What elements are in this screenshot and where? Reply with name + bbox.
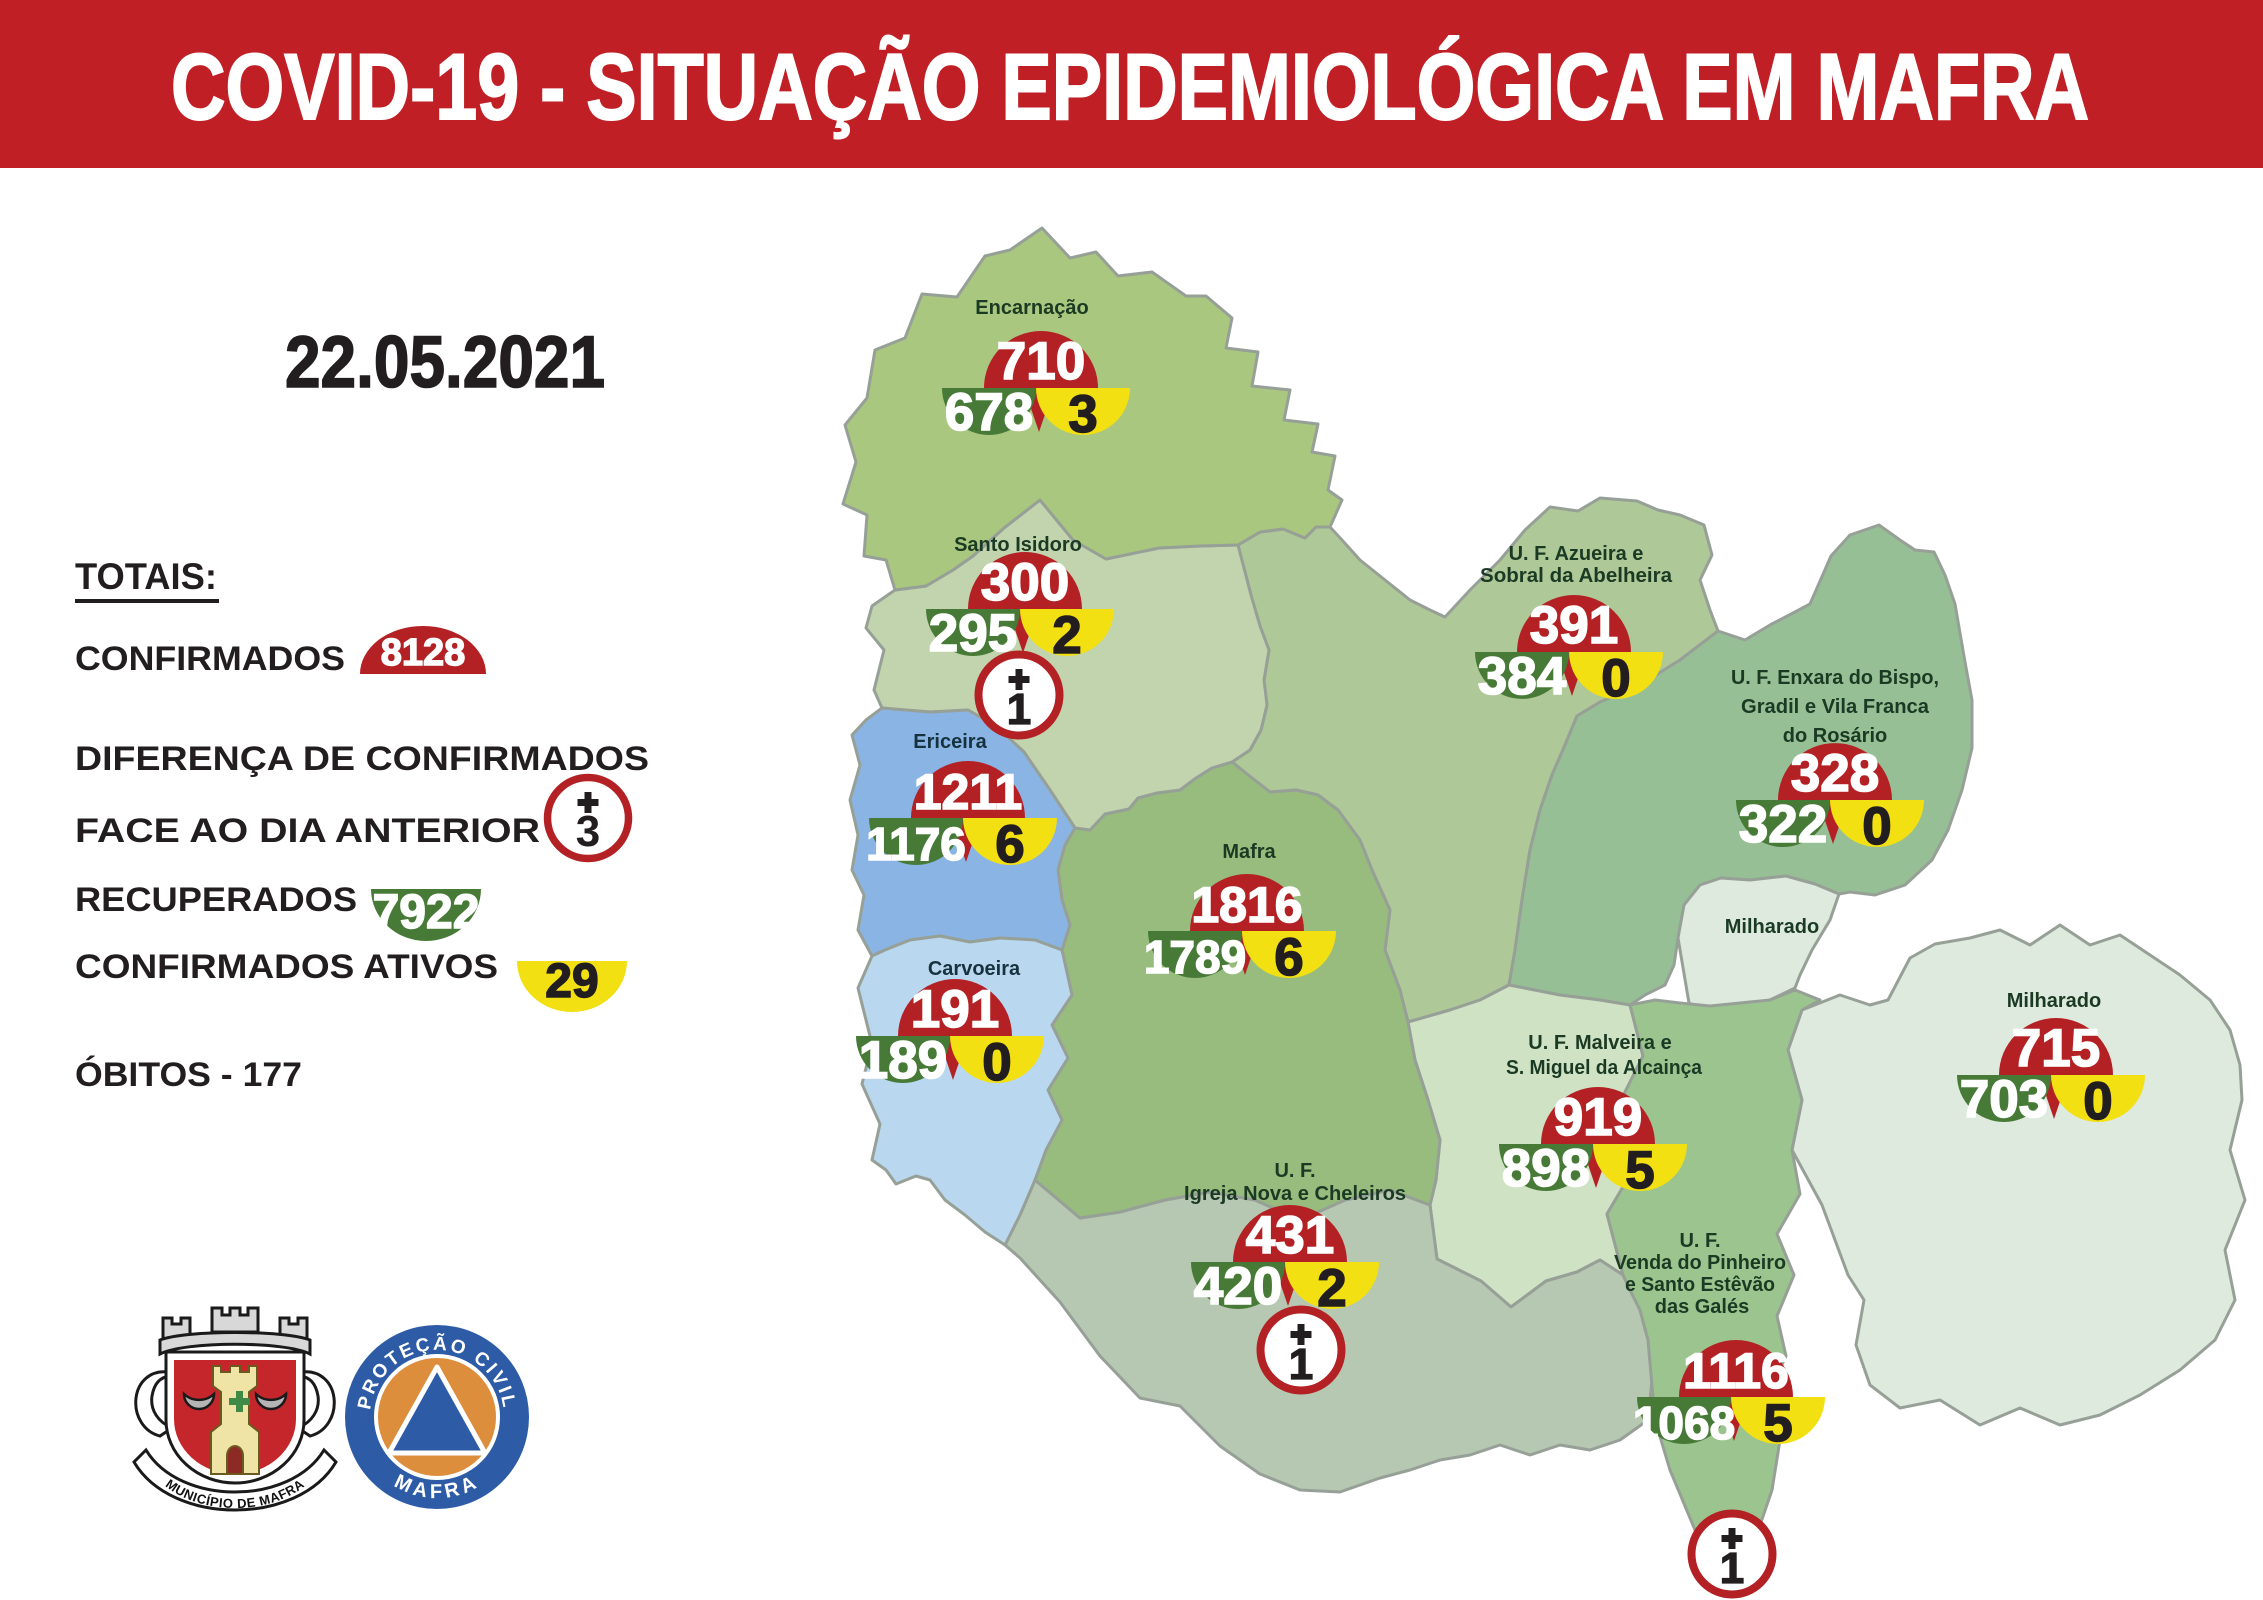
svg-text:420: 420 [1194, 1257, 1282, 1316]
svg-text:Gradil e Vila Franca: Gradil e Vila Franca [1741, 696, 1930, 718]
svg-text:703: 703 [1960, 1070, 2048, 1129]
svg-text:Santo Isidoro: Santo Isidoro [954, 534, 1082, 556]
svg-text:CONFIRMADOS: CONFIRMADOS [75, 640, 345, 678]
svg-text:1211: 1211 [914, 764, 1022, 820]
svg-text:U. F.: U. F. [1679, 1230, 1720, 1252]
svg-text:0: 0 [982, 1033, 1011, 1092]
svg-text:Sobral da Abelheira: Sobral da Abelheira [1480, 565, 1673, 587]
svg-text:391: 391 [1530, 596, 1618, 655]
svg-text:0: 0 [1601, 649, 1630, 708]
svg-text:e Santo Estêvão: e Santo Estêvão [1625, 1274, 1775, 1296]
svg-text:5: 5 [1625, 1141, 1654, 1200]
svg-text:U. F. Azueira e: U. F. Azueira e [1509, 543, 1644, 565]
svg-text:COVID-19 - SITUAÇÃO EPIDEMIOLÓ: COVID-19 - SITUAÇÃO EPIDEMIOLÓGICA EM MA… [171, 34, 2089, 139]
svg-text:ÓBITOS - 177: ÓBITOS - 177 [75, 1056, 302, 1094]
svg-text:678: 678 [945, 383, 1033, 442]
svg-text:Carvoeira: Carvoeira [928, 958, 1021, 980]
svg-text:0: 0 [2083, 1072, 2112, 1131]
svg-text:Venda do Pinheiro: Venda do Pinheiro [1614, 1252, 1786, 1274]
svg-text:295: 295 [929, 604, 1017, 663]
svg-text:Milharado: Milharado [2007, 990, 2101, 1012]
svg-text:22.05.2021: 22.05.2021 [285, 322, 605, 403]
svg-text:U. F. Malveira e: U. F. Malveira e [1528, 1032, 1671, 1054]
svg-text:U. F. Enxara do Bispo,: U. F. Enxara do Bispo, [1731, 667, 1939, 689]
svg-text:300: 300 [981, 553, 1069, 612]
svg-text:Mafra: Mafra [1222, 841, 1276, 863]
svg-text:2: 2 [1052, 606, 1081, 665]
svg-text:191: 191 [911, 980, 999, 1039]
svg-text:898: 898 [1502, 1139, 1590, 1198]
svg-text:1: 1 [1720, 1544, 1744, 1593]
svg-text:DIFERENÇA DE CONFIRMADOS: DIFERENÇA DE CONFIRMADOS [75, 740, 649, 778]
svg-text:1789: 1789 [1144, 931, 1246, 983]
svg-text:2: 2 [1317, 1259, 1346, 1318]
svg-text:1176: 1176 [866, 818, 966, 870]
svg-text:1816: 1816 [1191, 877, 1302, 933]
svg-text:das Galés: das Galés [1655, 1296, 1750, 1318]
svg-text:3: 3 [576, 807, 600, 856]
svg-text:Ericeira: Ericeira [913, 731, 987, 753]
svg-text:1: 1 [1007, 685, 1031, 734]
svg-text:384: 384 [1478, 647, 1567, 706]
svg-text:5: 5 [1763, 1394, 1792, 1453]
svg-text:29: 29 [545, 955, 598, 1008]
svg-text:RECUPERADOS: RECUPERADOS [75, 881, 357, 919]
svg-text:6: 6 [995, 815, 1024, 874]
svg-text:0: 0 [1862, 797, 1891, 856]
svg-text:710: 710 [997, 332, 1085, 391]
svg-text:TOTAIS:: TOTAIS: [75, 556, 217, 597]
svg-text:S. Miguel da Alcainça: S. Miguel da Alcainça [1506, 1057, 1703, 1079]
svg-text:Igreja Nova e Cheleiros: Igreja Nova e Cheleiros [1184, 1183, 1406, 1205]
svg-text:FACE AO DIA ANTERIOR: FACE AO DIA ANTERIOR [75, 812, 540, 850]
svg-text:328: 328 [1791, 744, 1879, 803]
svg-text:715: 715 [2012, 1019, 2100, 1078]
svg-text:431: 431 [1246, 1206, 1334, 1265]
svg-text:919: 919 [1554, 1088, 1642, 1147]
svg-text:1068: 1068 [1633, 1397, 1735, 1449]
svg-text:Encarnação: Encarnação [975, 297, 1088, 319]
svg-text:U. F.: U. F. [1274, 1160, 1315, 1182]
svg-text:3: 3 [1068, 385, 1097, 444]
svg-text:Milharado: Milharado [1725, 916, 1819, 938]
svg-text:189: 189 [859, 1031, 947, 1090]
svg-text:8128: 8128 [381, 632, 466, 674]
svg-text:1116: 1116 [1683, 1343, 1789, 1399]
svg-text:1: 1 [1289, 1340, 1313, 1389]
svg-text:322: 322 [1739, 795, 1827, 854]
svg-text:CONFIRMADOS ATIVOS: CONFIRMADOS ATIVOS [75, 948, 498, 986]
svg-text:7922: 7922 [373, 886, 480, 939]
svg-text:6: 6 [1274, 928, 1303, 987]
svg-text:do Rosário: do Rosário [1783, 725, 1887, 747]
